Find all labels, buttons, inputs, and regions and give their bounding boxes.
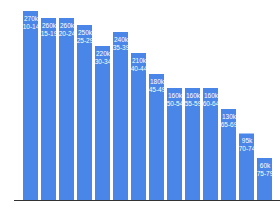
svg-text:60k: 60k bbox=[260, 162, 271, 169]
svg-text:30-34: 30-34 bbox=[95, 58, 112, 65]
svg-text:260k: 260k bbox=[60, 22, 75, 29]
svg-text:25-29: 25-29 bbox=[77, 37, 94, 44]
svg-text:15-19: 15-19 bbox=[41, 30, 58, 37]
svg-text:210k: 210k bbox=[132, 57, 147, 64]
svg-text:75-79: 75-79 bbox=[257, 170, 274, 177]
svg-text:20-24: 20-24 bbox=[59, 30, 76, 37]
svg-text:55-59: 55-59 bbox=[185, 100, 202, 107]
svg-text:160k: 160k bbox=[168, 92, 183, 99]
svg-text:260k: 260k bbox=[42, 22, 57, 29]
svg-text:70-74: 70-74 bbox=[239, 145, 256, 152]
svg-text:95k: 95k bbox=[242, 137, 253, 144]
svg-text:240k: 240k bbox=[114, 36, 129, 43]
svg-text:50-54: 50-54 bbox=[167, 100, 184, 107]
svg-text:130k: 130k bbox=[222, 113, 237, 120]
svg-text:10-14: 10-14 bbox=[23, 23, 40, 30]
svg-text:160k: 160k bbox=[204, 92, 219, 99]
svg-text:60-64: 60-64 bbox=[203, 100, 220, 107]
svg-text:45-49: 45-49 bbox=[149, 86, 166, 93]
svg-text:270k: 270k bbox=[24, 15, 39, 22]
svg-text:180k: 180k bbox=[150, 78, 165, 85]
svg-text:160k: 160k bbox=[186, 92, 201, 99]
svg-text:35-39: 35-39 bbox=[113, 44, 130, 51]
svg-text:40-44: 40-44 bbox=[131, 65, 148, 72]
svg-text:220k: 220k bbox=[96, 50, 111, 57]
svg-text:65-69: 65-69 bbox=[221, 121, 238, 128]
svg-text:250k: 250k bbox=[78, 29, 93, 36]
